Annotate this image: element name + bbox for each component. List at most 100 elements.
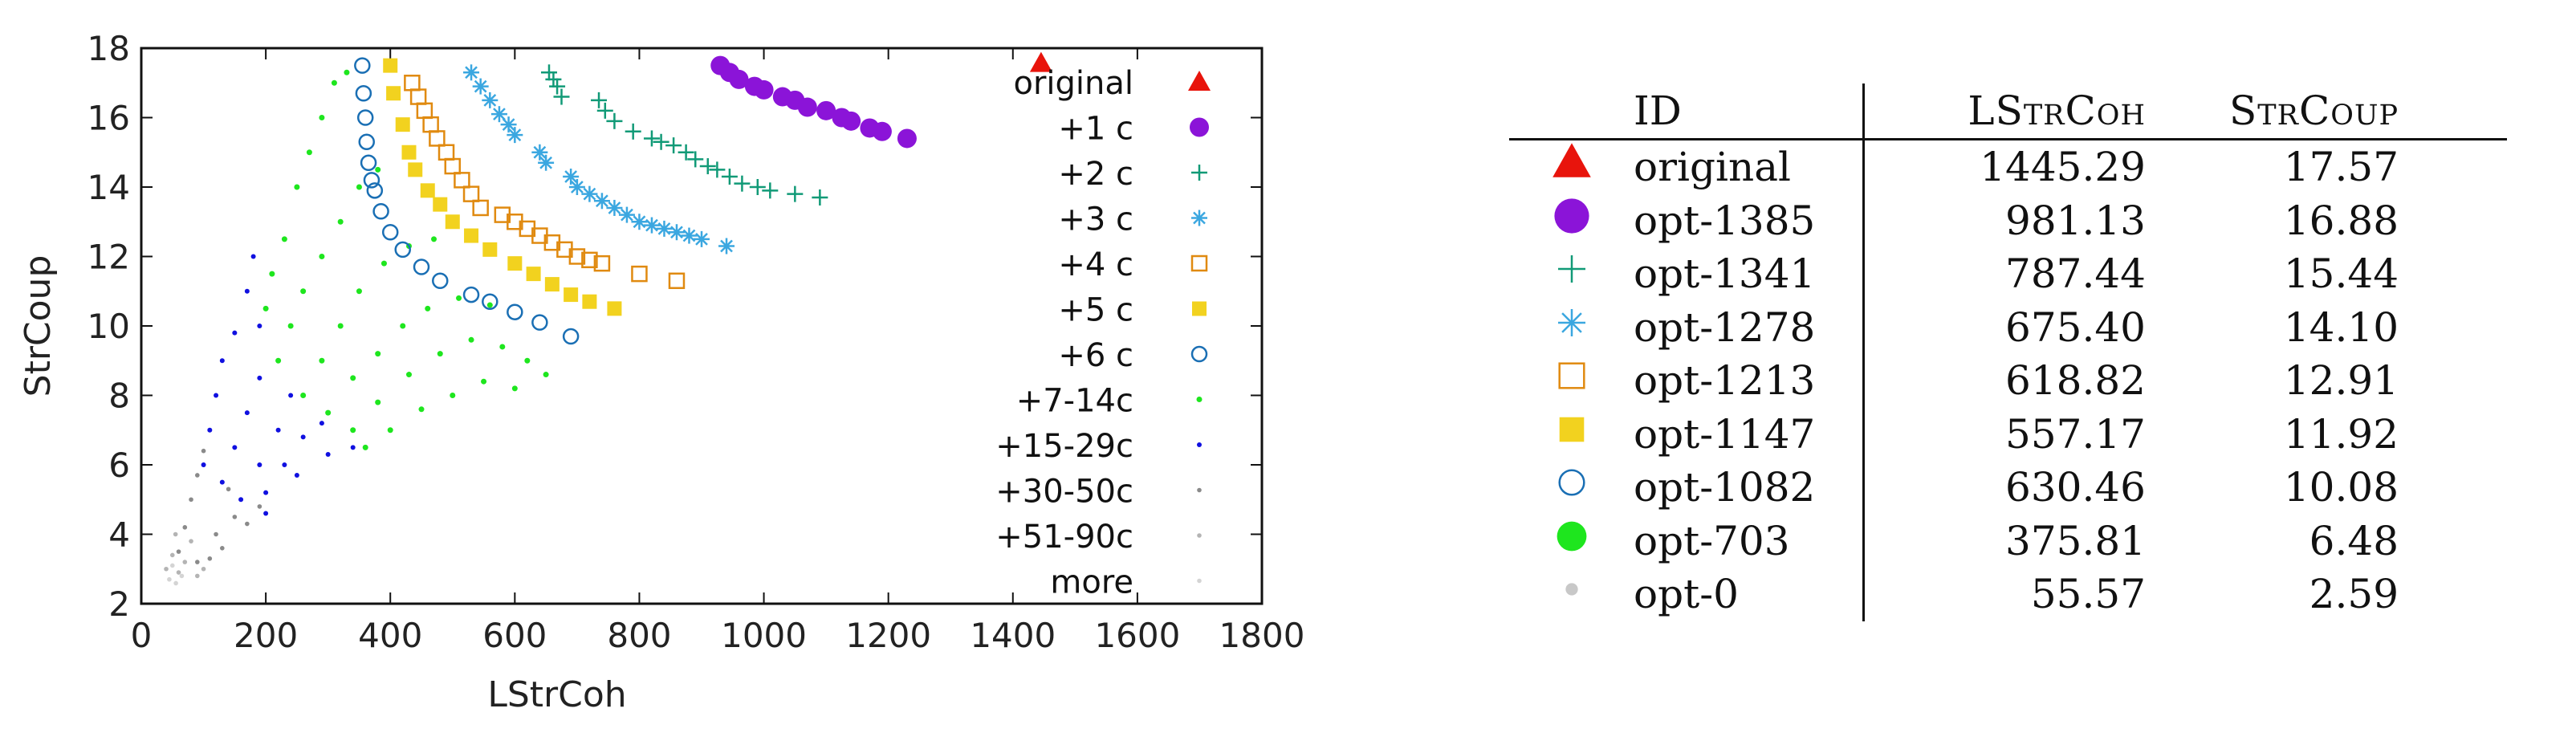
- row-id: opt-1213: [1634, 354, 1865, 408]
- data-point: [694, 230, 710, 247]
- data-point: [754, 79, 774, 100]
- data-point: [464, 228, 479, 243]
- data-point: [319, 421, 324, 426]
- data-point: [429, 130, 446, 147]
- data-point: [306, 149, 312, 156]
- row-strcoup: 16.88: [2283, 197, 2399, 244]
- data-point: [275, 427, 281, 433]
- data-point: [872, 121, 892, 141]
- data-point: [643, 217, 660, 234]
- data-point: [380, 260, 387, 267]
- series--3-c: [463, 64, 735, 254]
- legend-marker: [1197, 578, 1202, 584]
- data-point: [257, 375, 262, 381]
- data-point: [386, 86, 401, 101]
- data-point: [381, 223, 399, 241]
- row-marker: [1509, 461, 1634, 515]
- data-point: [356, 184, 362, 190]
- row-id: opt-1147: [1634, 407, 1865, 461]
- data-point: [653, 133, 669, 150]
- legend-marker: [1197, 487, 1202, 493]
- legend-label: more: [1050, 564, 1133, 601]
- data-point: [606, 199, 623, 216]
- y-tick-label: 2: [108, 584, 130, 624]
- data-point: [531, 144, 548, 161]
- data-point: [678, 144, 694, 161]
- data-point: [257, 462, 262, 467]
- row-marker: [1509, 515, 1634, 568]
- data-point: [257, 324, 262, 328]
- data-point: [526, 267, 541, 282]
- data-point: [431, 236, 437, 242]
- data-point: [201, 448, 206, 454]
- row-strcoup: 11.92: [2283, 410, 2399, 458]
- data-point: [360, 154, 377, 171]
- legend-label: +1 c: [1058, 111, 1133, 148]
- data-point: [164, 566, 169, 572]
- legend-marker: [1191, 210, 1207, 226]
- header-marker: [1509, 83, 1634, 140]
- legend-marker: [1197, 533, 1202, 538]
- header-strcoup: StrCoup: [2154, 83, 2507, 140]
- data-point: [344, 69, 350, 75]
- data-point: [176, 549, 181, 554]
- data-point: [263, 490, 269, 495]
- row-marker-icon: [1557, 362, 1585, 389]
- data-point: [482, 293, 499, 310]
- data-point: [418, 406, 425, 413]
- row-marker-shape: [1553, 198, 1589, 234]
- row-id: opt-1385: [1634, 193, 1865, 247]
- data-point: [408, 162, 423, 177]
- data-point: [462, 185, 480, 202]
- data-point: [250, 254, 256, 259]
- table-row: opt-0 55.57 2.59: [1509, 568, 2507, 621]
- series--15-29c: [201, 254, 356, 516]
- row-lstrcoh: 618.82: [2005, 357, 2146, 405]
- x-tick-labels: 0 200 400 600 800 1000 1200 1400 1600 1800: [131, 616, 1305, 655]
- data-point: [201, 462, 206, 467]
- data-point: [219, 358, 225, 364]
- data-point: [420, 183, 435, 198]
- legend-marker: [1192, 301, 1207, 316]
- x-tick-label: 400: [358, 616, 422, 655]
- data-point: [668, 224, 685, 241]
- data-point: [400, 323, 406, 329]
- data-point: [432, 272, 449, 290]
- data-point: [591, 92, 608, 108]
- row-id: original: [1634, 139, 1865, 194]
- data-point: [433, 197, 448, 212]
- data-point: [540, 64, 557, 81]
- data-point: [195, 573, 200, 579]
- x-tick-label: 800: [607, 616, 671, 655]
- data-point: [631, 214, 648, 230]
- table-row: opt-703 375.81 6.48: [1509, 514, 2507, 568]
- data-point: [607, 301, 622, 316]
- data-point: [568, 248, 586, 265]
- data-point: [358, 133, 376, 151]
- data-point: [538, 154, 555, 171]
- y-axis-label: StrCoup: [18, 255, 59, 397]
- legend-marker: [1190, 117, 1209, 137]
- row-marker-shape: [1559, 417, 1584, 442]
- row-marker-shape: [1557, 469, 1585, 496]
- legend-marker: [1197, 442, 1202, 447]
- data-points: [164, 51, 1052, 586]
- data-point: [681, 227, 698, 244]
- row-marker: [1509, 568, 1634, 621]
- data-point: [500, 116, 517, 133]
- data-point: [582, 294, 597, 309]
- legend-label: +2 c: [1058, 156, 1133, 193]
- row-marker: [1509, 301, 1634, 355]
- legend-label: +7-14c: [1016, 383, 1133, 420]
- data-point: [182, 560, 188, 564]
- scatter-chart: 0 200 400 600 800 1000 1200 1400 1600 1800 2 4 6 8 10…: [18, 29, 1305, 715]
- series-original: [1029, 51, 1052, 72]
- data-point: [337, 323, 344, 329]
- series--6-c: [354, 57, 580, 345]
- row-strcoup: 2.59: [2309, 571, 2399, 618]
- data-point: [182, 525, 188, 530]
- data-point: [195, 473, 200, 478]
- data-point: [232, 515, 238, 519]
- row-lstrcoh: 630.46: [2005, 464, 2146, 511]
- row-marker-shape: [1557, 521, 1586, 552]
